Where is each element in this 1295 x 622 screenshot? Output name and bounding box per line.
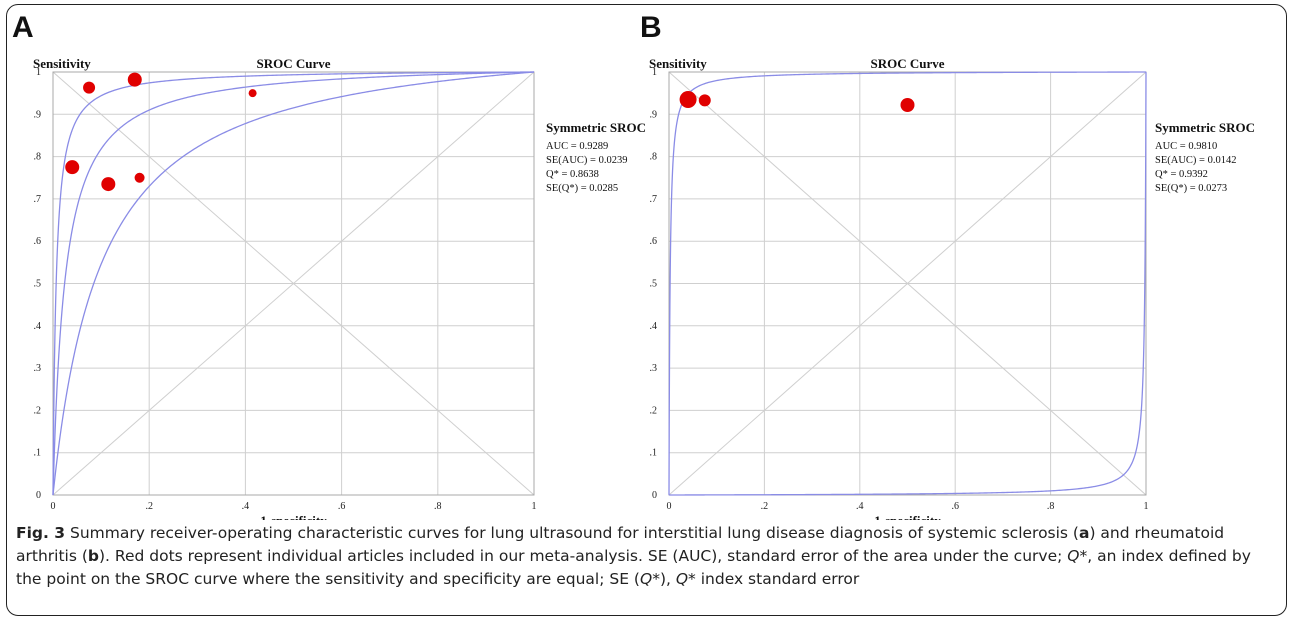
- legend-stat: SE(AUC) = 0.0142: [1155, 155, 1236, 166]
- sroc-curve: [668, 71, 1146, 495]
- x-tick-label: .6: [951, 501, 959, 512]
- caption-part: Summary receiver-operating characteristi…: [65, 524, 1079, 542]
- panel-b: B0.2.4.6.8 10.1.2.3.4.5.6.7.8.91Sensitivi…: [640, 11, 1255, 520]
- x-tick-label: 0: [667, 501, 672, 512]
- y-tick-label: .1: [34, 448, 42, 459]
- panel-letter: A: [12, 11, 34, 44]
- caption-part: ) and rheumatoid arthritis (: [16, 524, 1225, 565]
- y-tick-label: .2: [34, 405, 42, 416]
- caption-part: b: [87, 547, 99, 565]
- y-tick-label: .4: [650, 321, 658, 332]
- legend-stat: Q* = 0.9392: [1155, 169, 1208, 180]
- y-tick-label: .6: [650, 236, 658, 247]
- y-tick-label: .8: [650, 152, 658, 163]
- panel-letter: B: [640, 11, 662, 44]
- study-point: [900, 97, 915, 112]
- legend-stat: Q* = 0.8638: [546, 169, 599, 180]
- caption-part: ). Red dots represent individual article…: [99, 547, 1068, 565]
- chart-title: SROC Curve: [870, 56, 944, 71]
- y-tick-label: .9: [650, 109, 658, 120]
- y-tick-label: .5: [650, 279, 658, 290]
- x-tick-label: 1: [1144, 501, 1149, 512]
- y-tick-label: 1: [652, 67, 657, 78]
- sroc-curve: [52, 71, 535, 496]
- caption-part: Q: [639, 570, 653, 588]
- caption-label: Fig. 3: [16, 524, 66, 542]
- y-axis-label: Sensitivity: [649, 56, 707, 71]
- study-point: [127, 72, 142, 87]
- x-tick-label: .4: [856, 501, 864, 512]
- x-tick-label: .2: [145, 501, 153, 512]
- y-tick-label: .3: [650, 363, 658, 374]
- caption-part: * index standard error: [688, 570, 860, 588]
- study-point: [248, 89, 257, 98]
- x-axis-label: 1-specificity: [260, 513, 327, 520]
- y-tick-label: .1: [650, 448, 658, 459]
- legend-stat: SE(AUC) = 0.0239: [546, 155, 627, 166]
- y-tick-label: .2: [650, 405, 658, 416]
- x-axis-label: 1-specificity: [874, 513, 941, 520]
- caption-part: *),: [652, 570, 676, 588]
- sroc-curve: [669, 72, 1147, 496]
- caption-part: Q: [1067, 547, 1080, 565]
- y-tick-label: 0: [36, 490, 41, 501]
- panel-a: A0.2.4.6.8 10.1.2.3.4.5.6.7.8.91Sensitivi…: [12, 11, 646, 520]
- legend-stat: SE(Q*) = 0.0273: [1155, 183, 1227, 194]
- y-tick-label: .7: [650, 194, 658, 205]
- legend-title: Symmetric SROC: [1155, 120, 1255, 135]
- y-axis-label: Sensitivity: [33, 56, 91, 71]
- y-tick-label: .4: [34, 321, 42, 332]
- plot-frame: [668, 71, 1147, 496]
- y-tick-label: 0: [652, 490, 657, 501]
- y-tick-label: .3: [34, 363, 42, 374]
- x-tick-label: .8: [1047, 501, 1055, 512]
- y-tick-label: .8: [34, 152, 42, 163]
- legend-stat: SE(Q*) = 0.0285: [546, 183, 618, 194]
- study-point: [83, 81, 96, 94]
- x-tick-label: .8: [434, 501, 442, 512]
- caption-part: Q: [675, 570, 689, 588]
- study-point: [698, 94, 711, 107]
- y-tick-label: .9: [34, 109, 42, 120]
- legend-title: Symmetric SROC: [546, 120, 646, 135]
- y-tick-label: .7: [34, 194, 42, 205]
- legend-stat: AUC = 0.9810: [1155, 141, 1217, 152]
- caption-part: *, an index defined by the point on the …: [16, 547, 1251, 588]
- chart-title: SROC Curve: [256, 56, 330, 71]
- y-tick-label: 1: [36, 67, 41, 78]
- study-point: [101, 177, 116, 192]
- figure-caption: Fig. 3 Summary receiver-operating charac…: [16, 522, 1271, 591]
- x-tick-label: .6: [338, 501, 346, 512]
- caption-part: a: [1078, 524, 1090, 542]
- diagonal-symmetry-line: [668, 71, 1147, 496]
- caption-text: Summary receiver-operating characteristi…: [16, 524, 1251, 588]
- x-tick-label: 1: [532, 501, 537, 512]
- plot-frame: [52, 71, 535, 496]
- x-tick-label: 0: [51, 501, 56, 512]
- study-point: [134, 172, 145, 183]
- diagonal-symmetry-line: [52, 71, 535, 496]
- figure-frame: [6, 4, 1287, 616]
- y-tick-label: .6: [34, 236, 42, 247]
- study-point: [65, 160, 80, 175]
- legend-stat: AUC = 0.9289: [546, 141, 608, 152]
- y-tick-label: .5: [34, 279, 42, 290]
- x-tick-label: .4: [242, 501, 250, 512]
- study-point: [679, 90, 697, 108]
- sroc-curve: [52, 71, 534, 496]
- plots-canvas: A0.2.4.6.8 10.1.2.3.4.5.6.7.8.91Sensitivi…: [12, 11, 1255, 520]
- x-tick-label: .2: [761, 501, 769, 512]
